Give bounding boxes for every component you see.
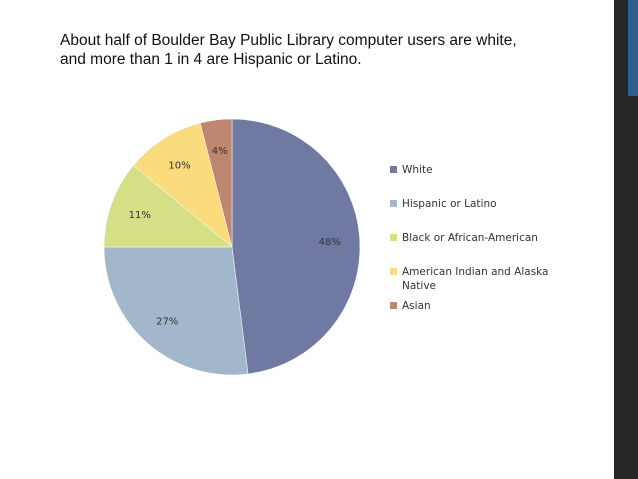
legend-swatch <box>390 302 397 309</box>
legend-swatch <box>390 268 397 275</box>
slide-title-line-1: About half of Boulder Bay Public Library… <box>60 32 517 49</box>
legend-swatch <box>390 200 397 207</box>
pie-slice-white <box>231 118 361 375</box>
legend-label: American Indian and Alaska Native <box>402 266 549 292</box>
slide-side-accent <box>628 0 638 96</box>
legend-label: Asian <box>402 300 431 312</box>
data-label-asian: 4% <box>212 146 228 157</box>
legend-label: White <box>402 164 433 176</box>
pie-slice-asian <box>199 118 233 248</box>
legend-label: Hispanic or Latino <box>402 198 497 210</box>
data-label-american-indian-and-alaska-native: 10% <box>168 160 190 171</box>
pie-slice-american-indian-and-alaska-native <box>133 122 233 248</box>
data-label-hispanic-or-latino: 27% <box>156 317 178 328</box>
data-label-black-or-african-american: 11% <box>129 210 151 221</box>
legend-swatch <box>390 166 397 173</box>
legend-swatch <box>390 234 397 241</box>
pie-slice-hispanic-or-latino <box>103 246 249 376</box>
legend-label: Black or African-American <box>402 232 538 244</box>
pie-slice-black-or-african-american <box>103 165 233 248</box>
data-label-white: 48% <box>319 237 341 248</box>
slide-title: About half of Boulder Bay Public Library… <box>60 31 580 69</box>
slide-title-line-2: and more than 1 in 4 are Hispanic or Lat… <box>60 51 362 68</box>
